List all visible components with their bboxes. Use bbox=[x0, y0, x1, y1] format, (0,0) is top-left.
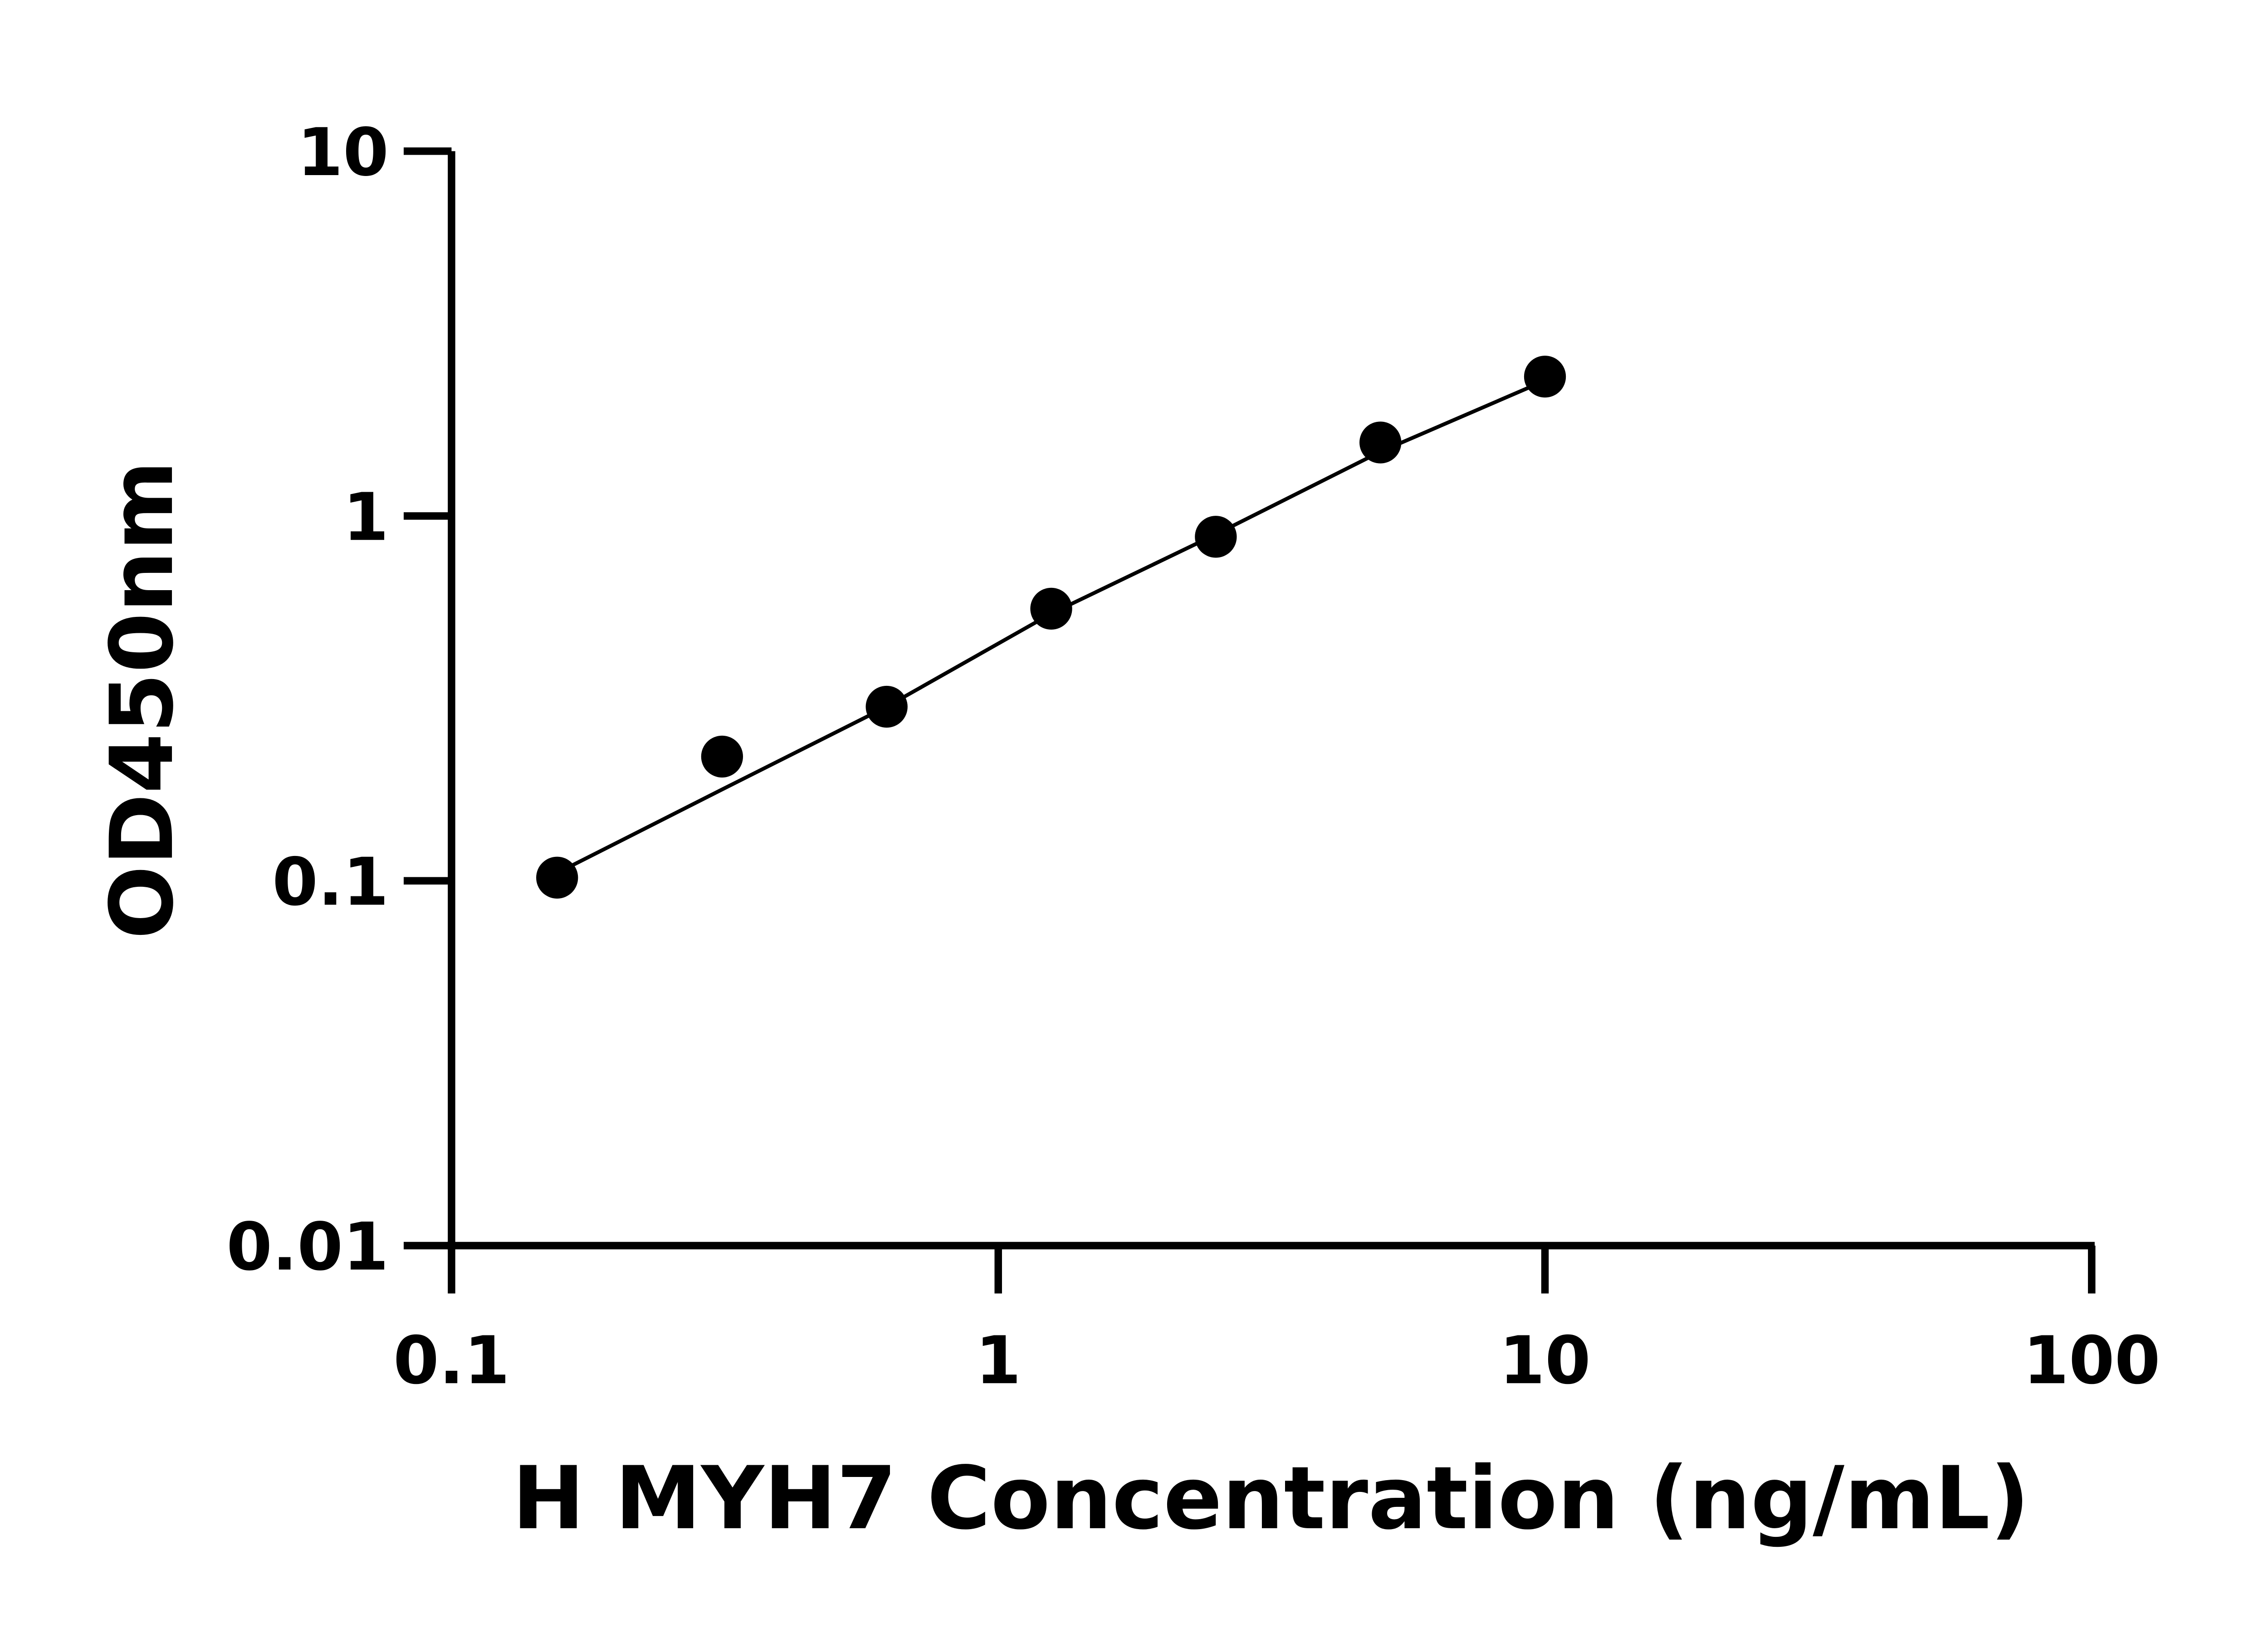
data-points bbox=[536, 356, 1566, 899]
x-tick-label: 10 bbox=[1499, 1322, 1591, 1399]
y-axis-label: OD450nm bbox=[92, 460, 193, 939]
data-point bbox=[536, 856, 578, 899]
data-point bbox=[1030, 587, 1072, 630]
y-tick-label: 0.1 bbox=[272, 844, 389, 920]
data-point bbox=[865, 685, 908, 728]
x-tick-label: 1 bbox=[975, 1322, 1021, 1399]
data-point bbox=[701, 735, 743, 778]
axes bbox=[403, 147, 2096, 1294]
y-tick-label: 0.01 bbox=[226, 1209, 389, 1286]
data-point bbox=[1524, 356, 1566, 398]
x-tick-label: 0.1 bbox=[393, 1322, 510, 1399]
y-tick-label: 1 bbox=[343, 479, 389, 556]
y-tick-label: 10 bbox=[297, 114, 389, 191]
data-point bbox=[1195, 516, 1237, 558]
x-axis-label: H MYH7 Concentration (ng/mL) bbox=[512, 1448, 2029, 1549]
x-tick-label: 100 bbox=[2023, 1322, 2160, 1399]
data-point bbox=[1359, 421, 1402, 464]
